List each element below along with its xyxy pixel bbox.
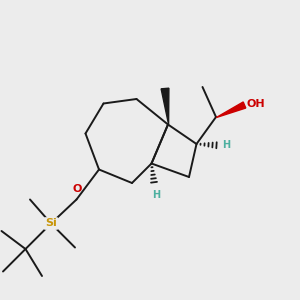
Text: OH: OH: [247, 99, 265, 110]
Text: Si: Si: [45, 218, 57, 229]
Text: O: O: [72, 184, 82, 194]
Text: H: H: [223, 140, 231, 151]
Text: H: H: [152, 190, 160, 200]
Polygon shape: [216, 102, 246, 118]
Polygon shape: [161, 88, 169, 124]
